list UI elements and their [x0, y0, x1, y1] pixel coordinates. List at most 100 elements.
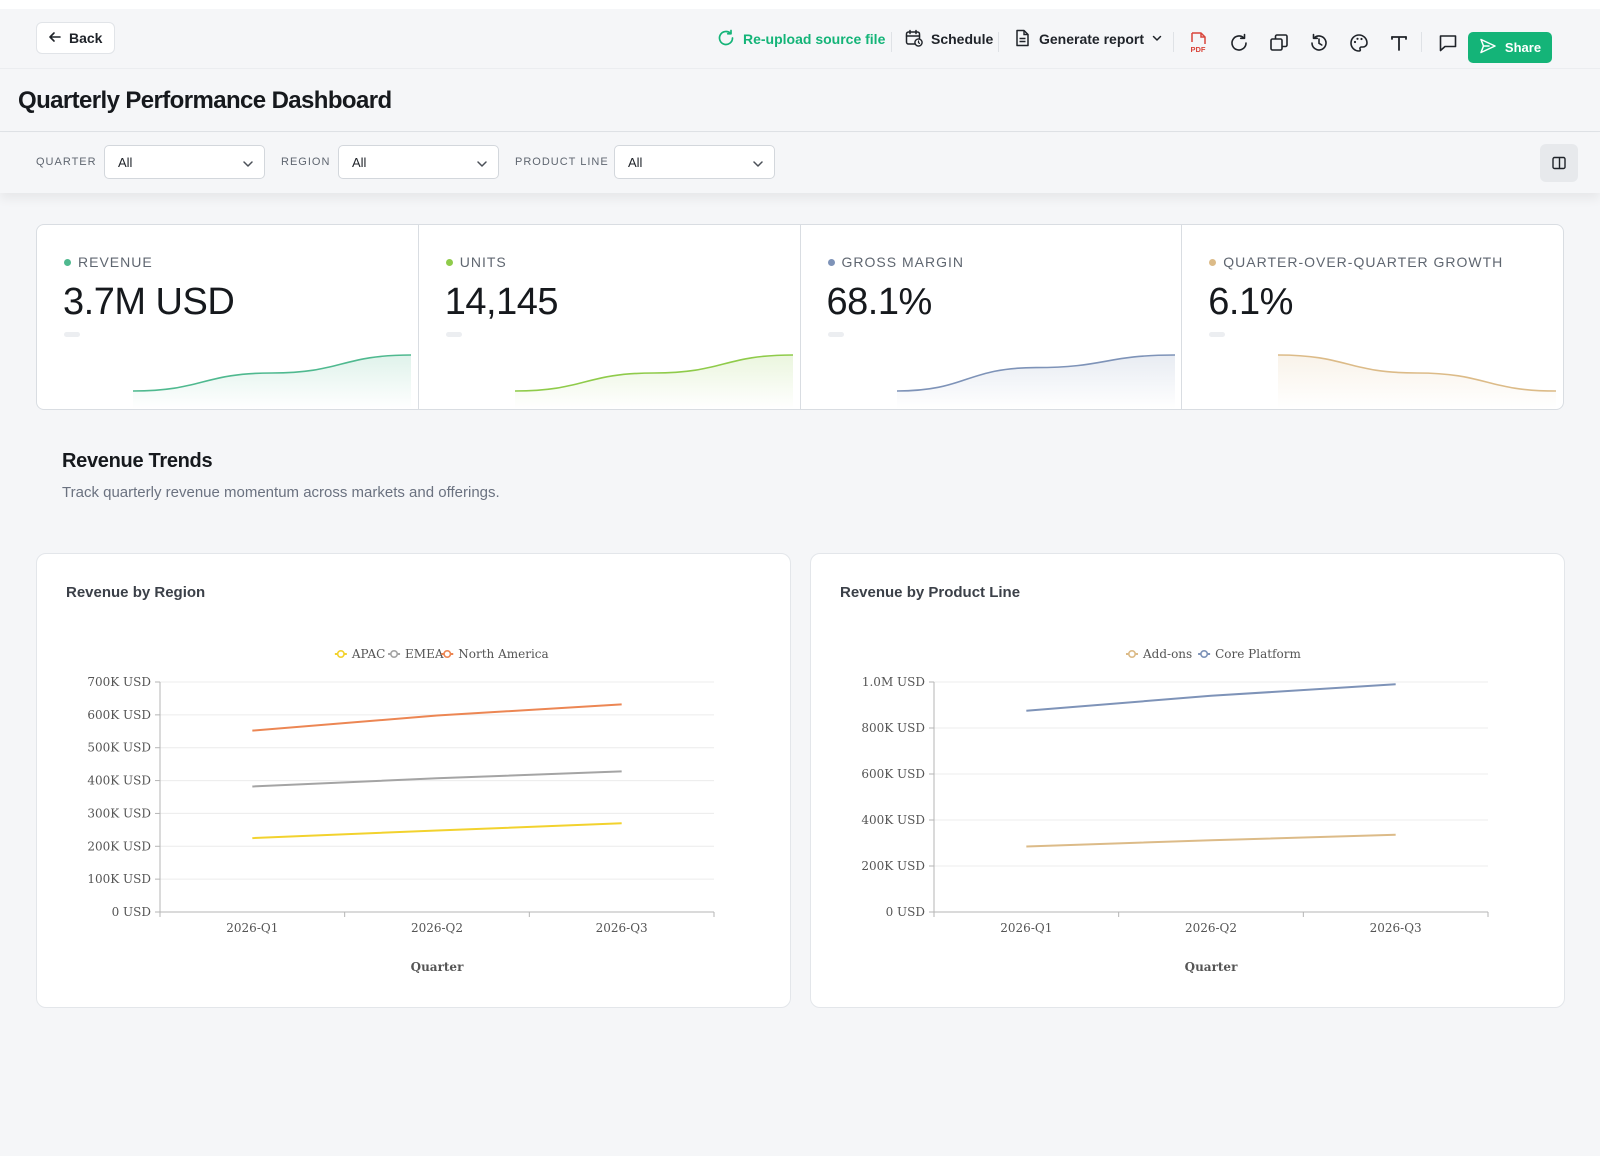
toggle-panel-button[interactable] — [1540, 144, 1578, 182]
y-tick-label: 200K USD — [87, 839, 151, 853]
x-tick-label: 2026-Q2 — [1185, 921, 1237, 935]
kpi-card-revenue[interactable]: REVENUE 3.7M USD — [37, 225, 419, 409]
reload-icon[interactable] — [1227, 31, 1251, 55]
legend-label: EMEA — [405, 647, 444, 661]
kpi-card-units[interactable]: UNITS 14,145 — [419, 225, 801, 409]
kpi-value: 14,145 — [444, 281, 559, 323]
series-line[interactable] — [1026, 683, 1396, 712]
share-button[interactable]: Share — [1468, 32, 1552, 63]
data-point[interactable] — [1208, 837, 1214, 843]
legend-item[interactable]: EMEA — [388, 647, 444, 661]
back-button[interactable]: Back — [36, 22, 116, 54]
kpi-sparkline — [514, 354, 793, 409]
chart-revenue-by-region: 0 USD 100K USD 200K USD 300K USD 400K USD 500… — [87, 647, 715, 974]
y-tick-label: 600K USD — [861, 767, 925, 781]
sparkline-area — [514, 355, 793, 409]
share-label: Share — [1504, 40, 1542, 55]
x-tick-label: 2026-Q3 — [596, 921, 648, 935]
kpi-delta-pill — [64, 332, 80, 337]
duplicate-icon[interactable] — [1267, 31, 1291, 55]
y-tick-label: 400K USD — [87, 774, 151, 788]
kpi-color-dot — [445, 258, 453, 266]
filter-label-quarter: QUARTER — [36, 156, 97, 168]
kpi-card-gross-margin[interactable]: GROSS MARGIN 68.1% — [801, 225, 1183, 409]
comment-icon[interactable] — [1436, 31, 1460, 55]
data-point[interactable] — [619, 820, 625, 826]
toolbar-divider — [998, 32, 999, 52]
generate-report-label: Generate report — [1039, 31, 1145, 47]
legend-label: North America — [458, 647, 548, 661]
legend-item[interactable]: North America — [441, 647, 549, 661]
y-tick-label: 200K USD — [861, 859, 925, 873]
toolbar-divider — [1421, 32, 1422, 52]
top-strip — [0, 0, 1600, 9]
palette-icon[interactable] — [1347, 31, 1371, 55]
y-tick-label: 400K USD — [861, 813, 925, 827]
product-line-select[interactable]: All — [614, 145, 775, 179]
x-axis-label: Quarter — [1185, 960, 1238, 974]
arrow-left-icon — [47, 29, 63, 48]
data-point[interactable] — [434, 713, 440, 719]
sparkline-line — [1278, 354, 1557, 392]
data-point[interactable] — [619, 768, 625, 774]
legend-marker — [443, 650, 452, 659]
data-point[interactable] — [1023, 843, 1029, 849]
data-point[interactable] — [1393, 681, 1399, 687]
legend-item[interactable]: Add-ons — [1126, 647, 1192, 661]
series-line[interactable] — [252, 703, 622, 732]
schedule-button[interactable]: Schedule — [904, 25, 993, 53]
y-tick-label: 100K USD — [87, 872, 151, 886]
y-tick-label: 0 USD — [112, 905, 151, 919]
legend-label: Core Platform — [1215, 647, 1301, 661]
kpi-row: REVENUE 3.7M USD UNITS 14,145 GROSS MARG… — [36, 224, 1564, 410]
series-line[interactable] — [252, 770, 622, 788]
data-point[interactable] — [619, 701, 625, 707]
data-point[interactable] — [1208, 693, 1214, 699]
document-icon — [1012, 28, 1032, 51]
x-axis-label: Quarter — [411, 960, 464, 974]
kpi-card-qoq-growth[interactable]: QUARTER-OVER-QUARTER GROWTH 6.1% — [1182, 225, 1563, 409]
pdf-icon[interactable]: PDF — [1186, 31, 1210, 55]
x-tick-label: 2026-Q3 — [1370, 921, 1422, 935]
refresh-icon — [716, 28, 736, 51]
legend-marker — [336, 650, 345, 659]
kpi-color-dot — [827, 258, 835, 266]
svg-text:PDF: PDF — [1191, 45, 1206, 54]
series-line[interactable] — [252, 822, 622, 840]
legend-marker — [1200, 650, 1209, 659]
kpi-value: 68.1% — [826, 281, 933, 323]
series-line[interactable] — [1026, 833, 1396, 848]
kpi-label-text: UNITS — [459, 254, 507, 270]
filter-bar: QUARTER All REGION All PRODUCT LINE All — [0, 133, 1600, 193]
kpi-label-qoq-growth: QUARTER-OVER-QUARTER GROWTH — [1209, 254, 1503, 270]
generate-report-dropdown[interactable]: Generate report — [1012, 25, 1163, 53]
section-subtitle: Track quarterly revenue momentum across … — [62, 484, 500, 501]
y-tick-label: 300K USD — [87, 806, 151, 820]
kpi-delta-pill — [445, 332, 462, 337]
text-format-icon[interactable] — [1387, 31, 1411, 55]
data-point[interactable] — [434, 775, 440, 781]
data-point[interactable] — [249, 783, 255, 789]
chevron-down-icon — [753, 161, 763, 167]
kpi-label-text: REVENUE — [78, 254, 153, 270]
product-line-select-value: All — [628, 154, 643, 170]
data-point[interactable] — [249, 728, 255, 734]
chart-card-revenue-by-region: 0 USD 100K USD 200K USD 300K USD 400K USD 500… — [36, 553, 791, 1008]
side-panel-icon — [1552, 156, 1566, 170]
kpi-color-dot — [1209, 258, 1217, 266]
region-select[interactable]: All — [338, 145, 499, 179]
legend-label: Add-ons — [1142, 647, 1192, 661]
data-point[interactable] — [434, 828, 440, 834]
history-icon[interactable] — [1307, 31, 1331, 55]
chevron-down-icon — [477, 161, 487, 167]
data-point[interactable] — [1393, 832, 1399, 838]
y-tick-label: 1.0M USD — [862, 675, 925, 689]
data-point[interactable] — [249, 835, 255, 841]
data-point[interactable] — [1023, 708, 1029, 714]
reupload-button[interactable]: Re-upload source file — [716, 25, 885, 53]
kpi-sparkline — [896, 354, 1175, 409]
legend-item[interactable]: Core Platform — [1198, 647, 1301, 661]
legend-item[interactable]: APAC — [334, 647, 386, 661]
sparkline-line — [514, 354, 793, 392]
quarter-select[interactable]: All — [104, 145, 265, 179]
